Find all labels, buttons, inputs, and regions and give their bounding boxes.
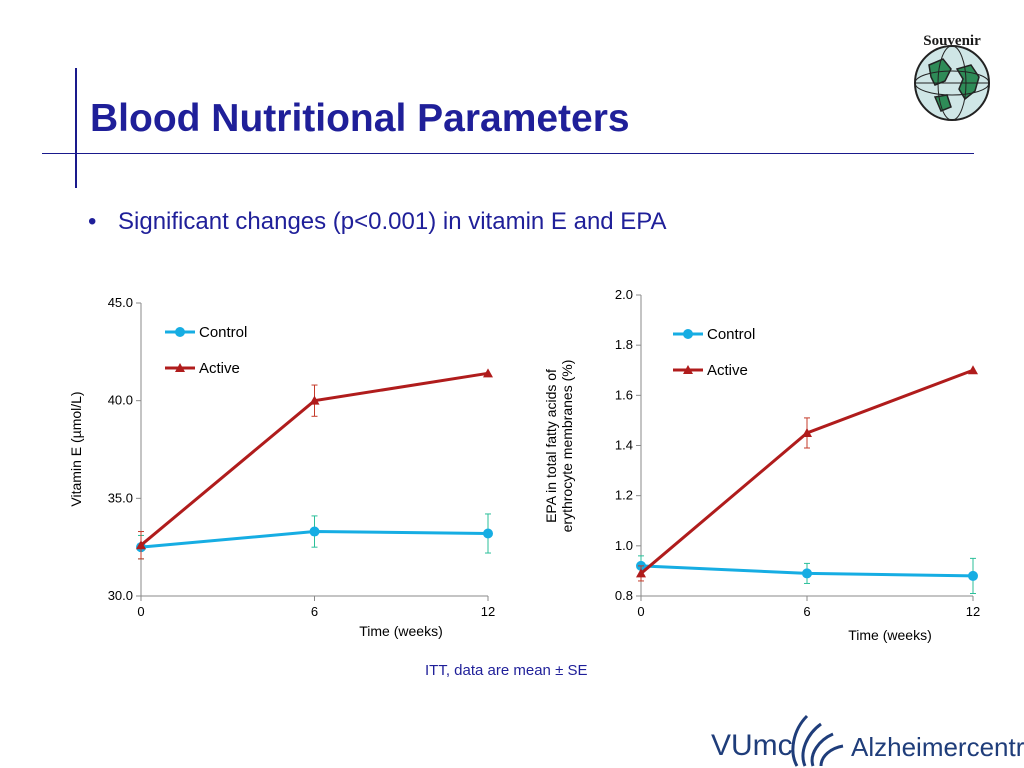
vitamin-e-x-tick-label: 12 [481,604,495,619]
vitamin-e-y-tick-label: 35.0 [108,490,133,505]
epa-active-point [968,365,978,375]
epa-x-tick-label: 6 [803,604,810,619]
logo-wave-icon [791,714,844,767]
epa-y-tick-label: 1.6 [615,387,633,402]
epa-legend-control-marker [683,329,693,339]
epa-y-tick-label: 1.8 [615,337,633,352]
vitamin-e-y-tick-label: 30.0 [108,588,133,603]
epa-legend-active-label: Active [707,362,748,379]
vitamin-e-control-point [309,526,320,537]
epa-y-tick-label: 1.0 [615,538,633,553]
vumc-alzheimercentrum-logo: VUmc Alzheimercentrum [705,710,1024,768]
epa-control-point [968,570,978,581]
epa-x-tick-label: 12 [966,604,980,619]
vitamin-e-control-point [483,528,493,539]
vitamin-e-chart: 30.0 35.0 40.0 45.0 0 6 12 Time (weeks) Vitamin … [60,285,510,650]
epa-y-tick-label: 1.2 [615,488,633,503]
epa-control-point [802,568,812,579]
title-vertical-rule [75,68,77,188]
bullet-dot-icon: • [88,208,97,235]
vitamin-e-y-tick-label: 45.0 [108,295,133,310]
vitamin-e-active-point [136,540,146,550]
vitamin-e-active-point [483,368,493,378]
epa-y-axis-title-line: erythrocyte membranes (%) [559,360,575,533]
bullet-point: • Significant changes (p<0.001) in vitam… [88,208,667,236]
epa-chart-svg: 0.8 1.0 1.2 1.4 1.6 1.8 2.0 0 6 12 Time (weeks) EPA… [543,287,980,643]
epa-y-tick-label: 1.4 [615,438,633,453]
epa-y-tick-label: 0.8 [615,588,633,603]
vitamin-e-x-tick-label: 0 [137,604,144,619]
vitamin-e-chart-svg: 30.0 35.0 40.0 45.0 0 6 12 Time (weeks) Vitamin … [68,295,495,639]
bullet-text: Significant changes (p<0.001) in vitamin… [118,208,667,235]
title-horizontal-rule [42,153,974,154]
page-title: Blood Nutritional Parameters [90,97,630,140]
vitamin-e-legend-active-label: Active [199,360,240,377]
souvenir-text: Souvenir [923,33,981,49]
epa-legend-active-marker [683,365,693,374]
epa-legend-control-label: Control [707,326,755,343]
souvenir-globe-logo: Souvenir [905,25,1000,125]
epa-x-tick-label: 0 [637,604,644,619]
vitamin-e-y-axis-title: Vitamin E (µmol/L) [68,391,84,506]
vitamin-e-x-tick-label: 6 [311,604,318,619]
vitamin-e-x-axis-title: Time (weeks) [359,623,443,639]
vitamin-e-y-tick-label: 40.0 [108,393,133,408]
epa-active-line [640,368,974,575]
epa-active-point [636,568,646,578]
logo-vumc-text: VUmc [711,729,793,762]
vitamin-e-legend-active-marker [175,363,185,372]
logo-alzheimercentrum-text: Alzheimercentrum [851,732,1024,762]
epa-y-axis-title: EPA in total fatty acids oferythrocyte m… [543,360,575,533]
epa-chart: 0.8 1.0 1.2 1.4 1.6 1.8 2.0 0 6 12 Time (weeks) EPA… [540,280,1000,650]
vitamin-e-y-axis-title-line: Vitamin E (µmol/L) [68,391,84,506]
epa-y-axis-title-line: EPA in total fatty acids of [543,369,559,523]
footnote: ITT, data are mean ± SE [425,662,588,679]
vitamin-e-active-point [309,395,320,405]
vitamin-e-legend-control-label: Control [199,324,247,341]
epa-y-tick-label: 2.0 [615,287,633,302]
vitamin-e-legend-control-marker [175,327,185,337]
epa-x-axis-title: Time (weeks) [848,627,932,643]
epa-active-point [802,427,812,437]
